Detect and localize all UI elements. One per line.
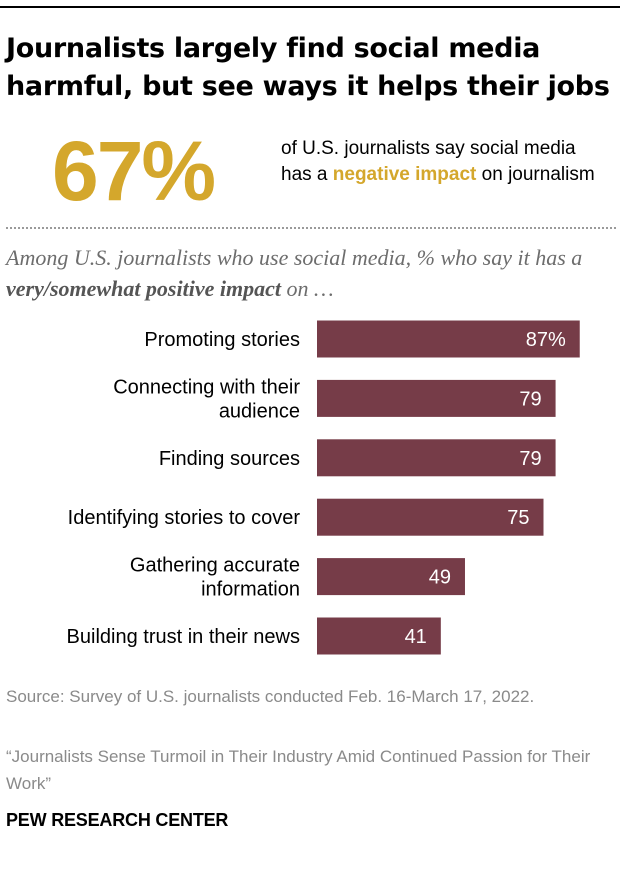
bar-value-label-5: 41 bbox=[405, 626, 427, 648]
bar-5 bbox=[317, 617, 441, 655]
category-label-5-line-0: Building trust in their news bbox=[67, 626, 300, 648]
dotted-divider bbox=[6, 227, 616, 229]
headline-stat-text: of U.S. journalists say social media has… bbox=[281, 136, 611, 188]
category-label-4-line-0: Gathering accurate bbox=[130, 555, 300, 577]
bar-3 bbox=[317, 498, 544, 536]
subtitle-part2: on … bbox=[280, 276, 334, 301]
subtitle-part1: Among U.S. journalists who use social me… bbox=[6, 245, 583, 270]
headline-stat-value: 67% bbox=[52, 124, 216, 218]
subtitle-emphasis: very/somewhat positive impact bbox=[6, 276, 281, 301]
stat-text-after: on journalism bbox=[476, 164, 595, 185]
stat-text-highlight: negative impact bbox=[332, 164, 477, 185]
category-label-3-line-0: Identifying stories to cover bbox=[68, 507, 301, 529]
stat-text-before: of U.S. journalists say social media has… bbox=[281, 138, 576, 185]
category-label-0-line-0: Promoting stories bbox=[144, 329, 300, 351]
category-label-2-line-0: Finding sources bbox=[159, 448, 300, 470]
top-rule bbox=[0, 6, 620, 8]
bar-value-label-2: 79 bbox=[519, 448, 541, 470]
bar-value-label-0: 87% bbox=[526, 329, 566, 351]
category-label-4-line-1: information bbox=[201, 579, 300, 601]
bar-value-label-3: 75 bbox=[507, 507, 529, 529]
bar-4 bbox=[317, 558, 465, 596]
category-label-1-line-0: Connecting with their bbox=[113, 376, 300, 398]
chart-subtitle: Among U.S. journalists who use social me… bbox=[6, 242, 616, 304]
brand-logo-text: PEW RESEARCH CENTER bbox=[6, 810, 229, 830]
category-label-1-line-1: audience bbox=[219, 400, 300, 422]
bar-value-label-1: 79 bbox=[519, 388, 541, 410]
report-title: “Journalists Sense Turmoil in Their Indu… bbox=[6, 747, 591, 793]
bar-0 bbox=[317, 320, 580, 358]
chart-title: Journalists largely find social media ha… bbox=[6, 33, 610, 102]
bar-1 bbox=[317, 379, 556, 417]
source-note: Source: Survey of U.S. journalists condu… bbox=[6, 687, 535, 706]
bar-2 bbox=[317, 439, 556, 477]
bar-value-label-4: 49 bbox=[429, 567, 451, 589]
